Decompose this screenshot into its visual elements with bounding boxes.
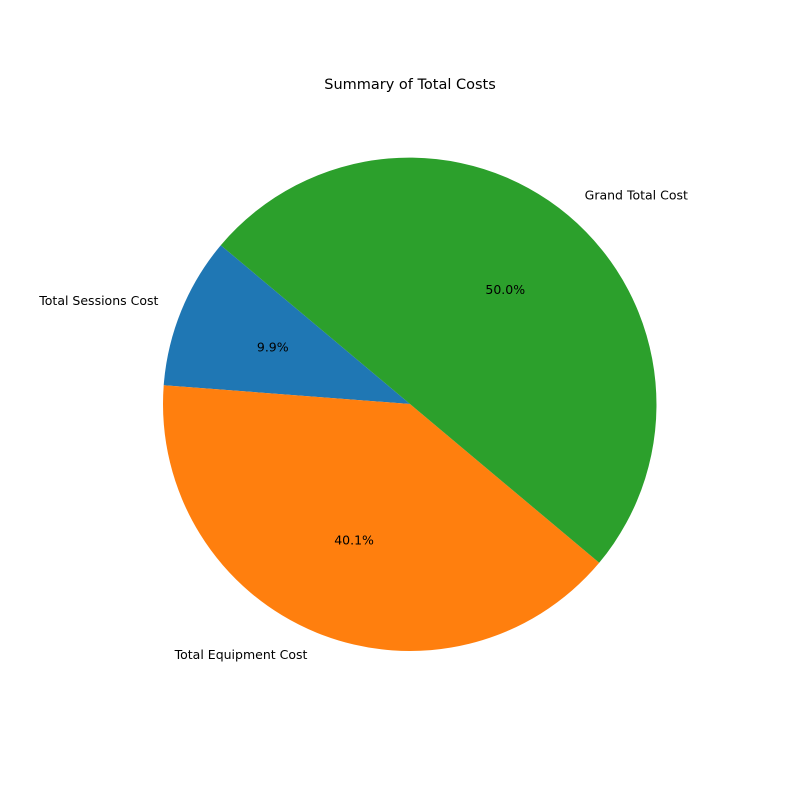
slice-label-1: Total Sessions Cost bbox=[38, 293, 158, 308]
pie-slices bbox=[162, 157, 657, 652]
slice-percent-2: 40.1% bbox=[334, 533, 374, 548]
pie-labels: Total Sessions Cost 9.9% Total Equipment C… bbox=[38, 187, 688, 662]
chart-title: Summary of Total Costs bbox=[324, 77, 496, 93]
pie-slice-3 bbox=[220, 157, 657, 563]
slice-percent-3: 50.0% bbox=[485, 282, 525, 297]
pie-slice-1 bbox=[163, 245, 410, 404]
slice-label-3: Grand Total Cost bbox=[585, 187, 688, 202]
slice-percent-1: 9.9% bbox=[257, 340, 289, 355]
slice-label-2: Total Equipment Cost bbox=[174, 647, 308, 662]
pie-slice-2 bbox=[162, 385, 600, 652]
